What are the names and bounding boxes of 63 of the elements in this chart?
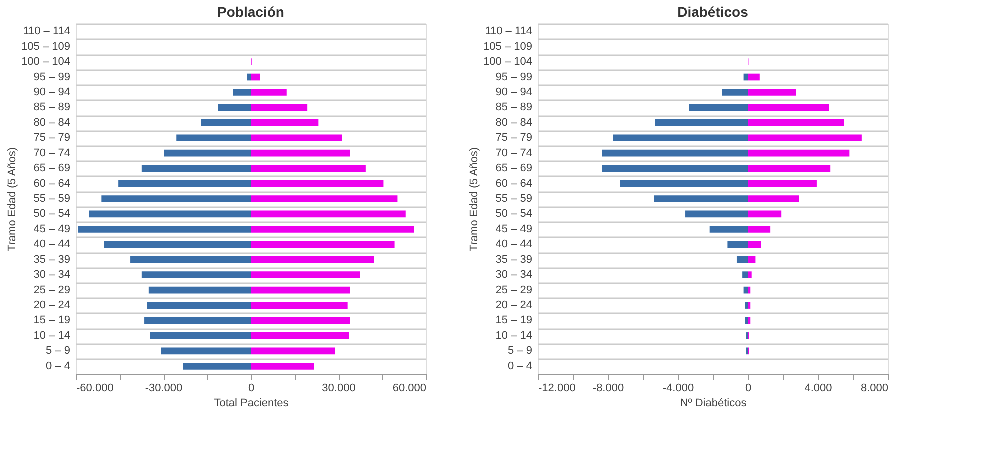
y-tick-label: 60 – 64 xyxy=(34,178,70,190)
y-axis-title: Tramo Edad (5 Años) xyxy=(468,147,481,252)
y-tick-label: 55 – 59 xyxy=(496,193,532,205)
y-tick-label: 5 – 9 xyxy=(508,345,532,358)
y-tick-label: 105 – 109 xyxy=(22,40,70,53)
x-tick-label: -60.000 xyxy=(76,382,114,394)
y-tick-label: 80 – 84 xyxy=(34,116,70,129)
x-tick-label: -12.000 xyxy=(538,382,576,394)
y-tick-label: 80 – 84 xyxy=(496,116,532,129)
y-tick-label: 45 – 49 xyxy=(496,223,532,236)
y-tick-label: 110 – 114 xyxy=(485,26,532,38)
y-tick-label: 20 – 24 xyxy=(496,300,532,312)
y-tick-label: 90 – 94 xyxy=(496,86,532,98)
x-axis-title: Nº Diabéticos xyxy=(680,398,748,410)
y-tick-label: 95 – 99 xyxy=(34,71,70,84)
y-tick-label: 15 – 19 xyxy=(496,314,532,327)
y-tick-label: 30 – 34 xyxy=(34,269,70,282)
y-tick-label: 15 – 19 xyxy=(34,314,70,327)
y-tick-label: 110 – 114 xyxy=(23,26,70,38)
y-tick-label: 70 – 74 xyxy=(34,147,70,160)
y-tick-label: 0 – 4 xyxy=(46,360,70,372)
chart-title: Población xyxy=(218,4,284,20)
y-tick-label: 0 – 4 xyxy=(508,360,532,372)
y-tick-label: 100 – 104 xyxy=(484,56,532,68)
y-tick-label: 90 – 94 xyxy=(34,86,70,98)
y-tick-label: 65 – 69 xyxy=(34,162,70,175)
x-axis-title: Total Pacientes xyxy=(214,398,290,410)
y-tick-label: 85 – 89 xyxy=(34,102,70,114)
y-tick-label: 45 – 49 xyxy=(34,223,70,236)
x-tick-label: 0 xyxy=(248,382,255,394)
y-tick-label: 85 – 89 xyxy=(496,102,532,114)
y-tick-label: 35 – 39 xyxy=(34,254,70,266)
x-tick-label: -4.000 xyxy=(662,382,694,394)
x-tick-label: 30.000 xyxy=(322,382,356,394)
y-tick-label: 75 – 79 xyxy=(496,132,532,144)
y-tick-label: 50 – 54 xyxy=(34,208,70,220)
y-tick-label: 10 – 14 xyxy=(496,330,532,342)
y-tick-label: 25 – 29 xyxy=(34,284,70,296)
y-tick-label: 10 – 14 xyxy=(34,330,70,342)
x-tick-label: 4.000 xyxy=(804,382,832,394)
x-tick-label: 8.000 xyxy=(860,382,888,394)
x-tick-label: -30.000 xyxy=(145,382,183,394)
y-tick-label: 25 – 29 xyxy=(496,284,532,296)
y-tick-label: 30 – 34 xyxy=(496,269,532,282)
x-tick-label: 0 xyxy=(745,382,752,394)
y-tick-label: 35 – 39 xyxy=(496,254,532,266)
y-tick-label: 5 – 9 xyxy=(46,345,70,358)
y-tick-label: 75 – 79 xyxy=(34,132,70,144)
x-tick-label: 60.000 xyxy=(392,382,426,394)
y-tick-label: 50 – 54 xyxy=(496,208,532,220)
x-tick-label: -8.000 xyxy=(592,382,624,394)
chart-title: Diabéticos xyxy=(678,4,749,20)
y-tick-label: 70 – 74 xyxy=(496,147,532,160)
y-tick-label: 105 – 109 xyxy=(484,40,532,53)
y-tick-label: 65 – 69 xyxy=(496,162,532,175)
y-tick-label: 55 – 59 xyxy=(34,193,70,205)
y-tick-label: 95 – 99 xyxy=(496,71,532,84)
y-axis-title: Tramo Edad (5 Años) xyxy=(6,147,19,252)
y-tick-label: 40 – 44 xyxy=(34,238,70,251)
y-tick-label: 40 – 44 xyxy=(496,238,532,251)
y-tick-label: 20 – 24 xyxy=(34,300,70,312)
y-tick-label: 60 – 64 xyxy=(496,178,532,190)
y-tick-label: 100 – 104 xyxy=(22,56,70,68)
